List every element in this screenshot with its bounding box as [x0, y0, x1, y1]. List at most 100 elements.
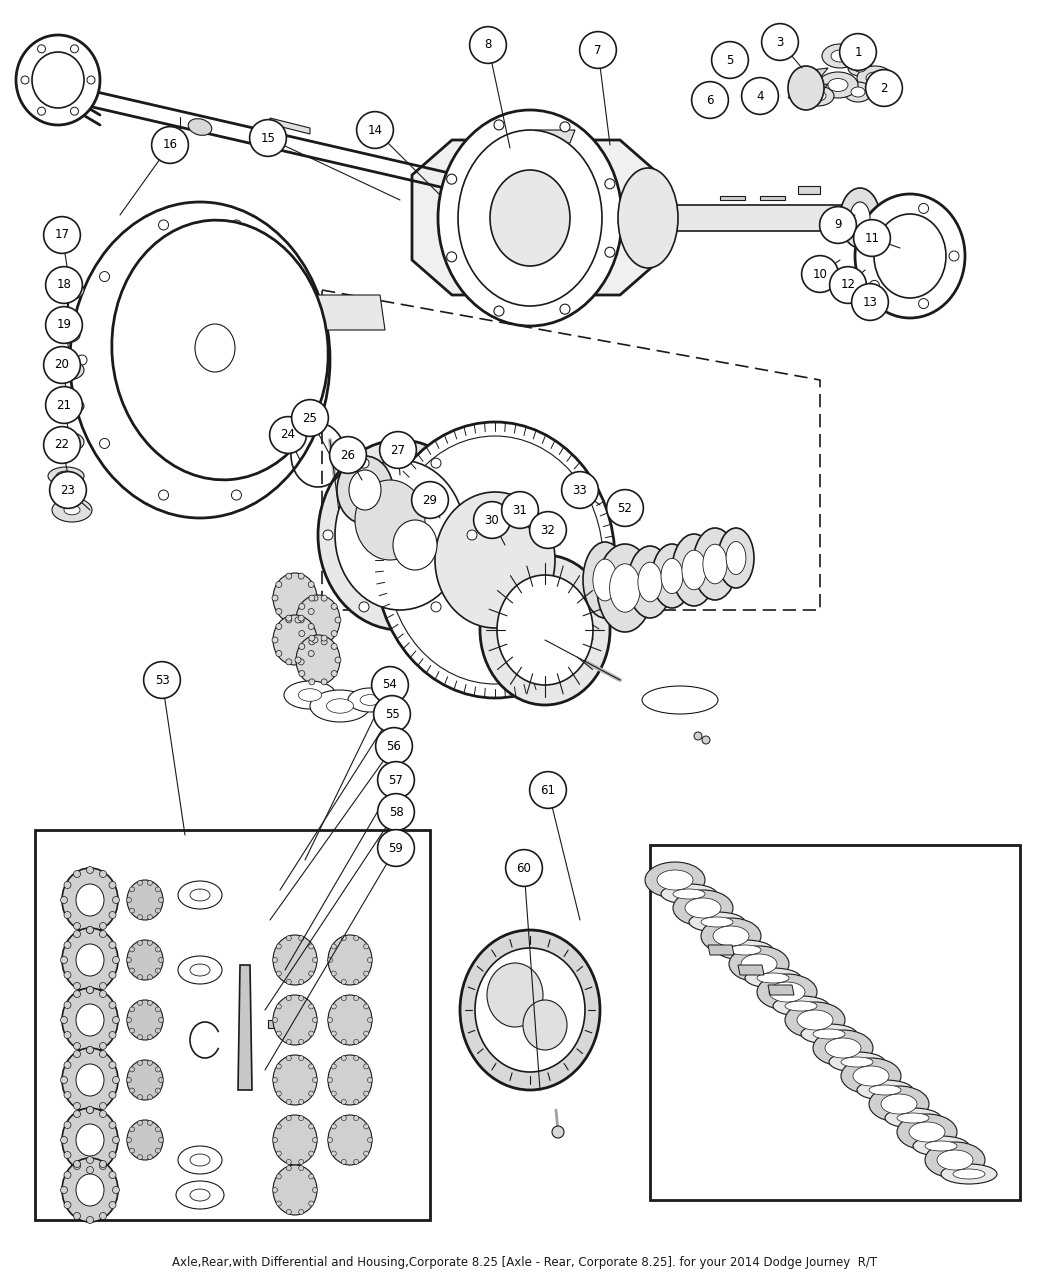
Circle shape — [64, 1151, 71, 1159]
Circle shape — [323, 530, 333, 541]
Circle shape — [155, 947, 161, 952]
Polygon shape — [315, 295, 385, 330]
Ellipse shape — [127, 880, 163, 921]
Circle shape — [309, 1125, 314, 1128]
Circle shape — [129, 1067, 134, 1072]
Circle shape — [100, 1163, 106, 1169]
Circle shape — [335, 617, 341, 623]
Ellipse shape — [273, 1054, 317, 1105]
Circle shape — [331, 631, 337, 636]
Circle shape — [155, 887, 161, 892]
Text: Axle,Rear,with Differential and Housing,Corporate 8.25 [Axle - Rear, Corporate 8: Axle,Rear,with Differential and Housing,… — [172, 1256, 878, 1269]
Circle shape — [74, 871, 81, 877]
Ellipse shape — [62, 286, 75, 295]
Circle shape — [309, 1151, 314, 1156]
Text: 19: 19 — [57, 319, 71, 332]
Circle shape — [273, 1137, 277, 1142]
Ellipse shape — [273, 935, 317, 986]
Ellipse shape — [841, 1057, 873, 1067]
Circle shape — [129, 1088, 134, 1093]
Circle shape — [309, 595, 315, 601]
Ellipse shape — [376, 728, 413, 765]
Circle shape — [147, 880, 152, 885]
Text: 55: 55 — [384, 708, 399, 720]
Ellipse shape — [469, 27, 506, 64]
Ellipse shape — [692, 82, 729, 119]
Text: 5: 5 — [727, 54, 734, 66]
Ellipse shape — [284, 681, 336, 709]
Circle shape — [38, 45, 45, 52]
Ellipse shape — [844, 82, 872, 102]
Ellipse shape — [127, 1119, 163, 1160]
Ellipse shape — [375, 422, 615, 697]
Circle shape — [341, 1099, 346, 1104]
Circle shape — [321, 595, 328, 601]
Ellipse shape — [273, 1165, 317, 1215]
Circle shape — [138, 1095, 143, 1099]
Circle shape — [138, 1001, 143, 1006]
Circle shape — [309, 639, 315, 645]
Circle shape — [109, 1091, 116, 1099]
Text: 18: 18 — [57, 278, 71, 292]
Ellipse shape — [869, 1086, 929, 1122]
Ellipse shape — [349, 470, 381, 510]
Circle shape — [298, 1159, 303, 1164]
Circle shape — [61, 1076, 67, 1084]
Circle shape — [309, 1003, 314, 1009]
Ellipse shape — [593, 560, 617, 601]
Ellipse shape — [48, 397, 84, 414]
Ellipse shape — [897, 1113, 929, 1123]
Circle shape — [286, 615, 292, 621]
Text: 60: 60 — [517, 862, 531, 875]
Ellipse shape — [460, 929, 600, 1090]
Ellipse shape — [850, 87, 865, 97]
Ellipse shape — [178, 956, 222, 984]
Circle shape — [949, 251, 959, 261]
Circle shape — [86, 987, 93, 993]
Ellipse shape — [52, 360, 84, 380]
Ellipse shape — [178, 1146, 222, 1174]
Ellipse shape — [607, 490, 644, 527]
Circle shape — [159, 898, 164, 903]
Text: 61: 61 — [541, 784, 555, 797]
Ellipse shape — [852, 283, 888, 320]
Circle shape — [298, 1116, 303, 1121]
Ellipse shape — [840, 187, 880, 249]
Circle shape — [494, 306, 504, 316]
Circle shape — [341, 996, 346, 1001]
Ellipse shape — [337, 456, 393, 524]
Ellipse shape — [76, 1003, 104, 1037]
Circle shape — [159, 1137, 164, 1142]
Circle shape — [605, 247, 615, 258]
Circle shape — [341, 1159, 346, 1164]
Circle shape — [276, 972, 281, 977]
Circle shape — [100, 931, 106, 937]
Ellipse shape — [925, 1141, 957, 1151]
Circle shape — [332, 1151, 336, 1156]
Circle shape — [112, 896, 120, 904]
Circle shape — [276, 1125, 281, 1128]
Polygon shape — [760, 196, 785, 200]
Ellipse shape — [713, 926, 749, 946]
Ellipse shape — [273, 572, 317, 623]
Circle shape — [430, 602, 441, 612]
Circle shape — [86, 927, 93, 933]
Circle shape — [273, 1017, 277, 1023]
Circle shape — [313, 1017, 317, 1023]
Circle shape — [332, 1031, 336, 1037]
Circle shape — [321, 678, 328, 685]
Ellipse shape — [562, 472, 598, 509]
Polygon shape — [720, 196, 746, 200]
Circle shape — [354, 936, 359, 941]
Circle shape — [298, 1099, 303, 1104]
Ellipse shape — [757, 974, 817, 1010]
Circle shape — [446, 252, 457, 261]
Circle shape — [129, 1007, 134, 1012]
Ellipse shape — [435, 492, 555, 629]
Circle shape — [155, 1127, 161, 1132]
Ellipse shape — [729, 946, 789, 982]
Circle shape — [363, 1003, 369, 1009]
Circle shape — [309, 635, 315, 641]
Circle shape — [341, 936, 346, 941]
Circle shape — [328, 1137, 333, 1142]
